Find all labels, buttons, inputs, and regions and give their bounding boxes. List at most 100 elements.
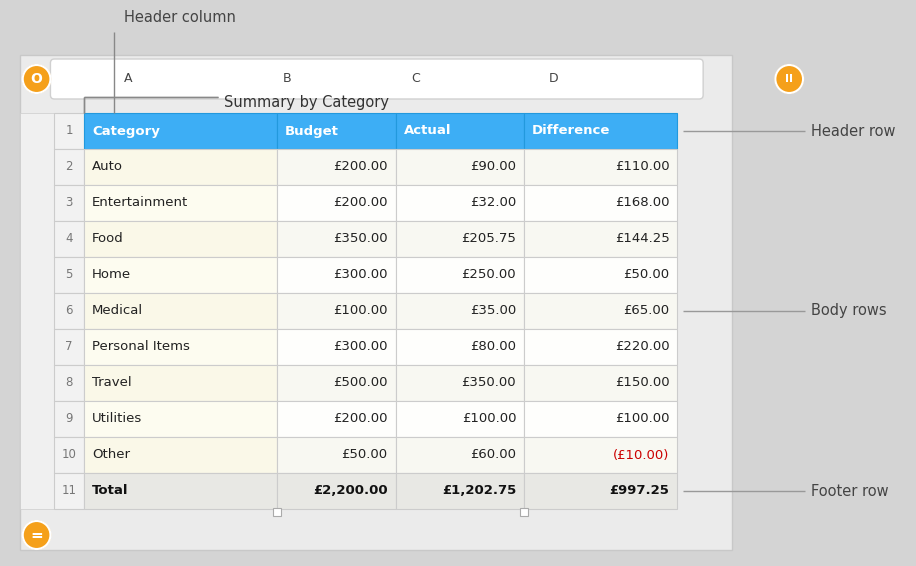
Text: £220.00: £220.00 xyxy=(615,341,670,354)
Bar xyxy=(396,293,524,329)
Text: Home: Home xyxy=(92,268,131,281)
Text: Auto: Auto xyxy=(92,161,123,174)
Text: £32.00: £32.00 xyxy=(470,196,517,209)
Bar xyxy=(524,473,678,509)
Text: 2: 2 xyxy=(65,161,73,174)
Bar xyxy=(277,221,396,257)
Bar xyxy=(20,113,54,509)
Bar xyxy=(84,293,277,329)
Text: 8: 8 xyxy=(66,376,73,389)
Text: £200.00: £200.00 xyxy=(333,196,387,209)
Text: £205.75: £205.75 xyxy=(462,233,517,246)
Text: £200.00: £200.00 xyxy=(333,161,387,174)
Text: Header row: Header row xyxy=(811,123,896,139)
Text: £80.00: £80.00 xyxy=(470,341,517,354)
Bar xyxy=(84,329,277,365)
Bar xyxy=(396,437,524,473)
Bar xyxy=(54,437,84,473)
Text: £200.00: £200.00 xyxy=(333,413,387,426)
Text: £100.00: £100.00 xyxy=(615,413,670,426)
Text: £100.00: £100.00 xyxy=(333,305,387,318)
Text: £100.00: £100.00 xyxy=(462,413,517,426)
Text: 6: 6 xyxy=(65,305,73,318)
Text: Category: Category xyxy=(92,125,160,138)
Bar xyxy=(524,257,678,293)
Text: O: O xyxy=(30,72,42,86)
Bar xyxy=(54,293,84,329)
Bar xyxy=(524,401,678,437)
Text: £1,202.75: £1,202.75 xyxy=(442,484,517,498)
Text: =: = xyxy=(30,528,43,542)
Text: C: C xyxy=(411,72,420,85)
Bar xyxy=(273,508,281,516)
Text: Utilities: Utilities xyxy=(92,413,142,426)
Bar xyxy=(524,365,678,401)
Bar xyxy=(396,473,524,509)
Text: 5: 5 xyxy=(66,268,73,281)
Text: Actual: Actual xyxy=(404,125,451,138)
Text: £144.25: £144.25 xyxy=(615,233,670,246)
Bar xyxy=(84,437,277,473)
Bar xyxy=(277,293,396,329)
Bar xyxy=(84,221,277,257)
Bar xyxy=(524,329,678,365)
Bar xyxy=(84,113,277,149)
Text: 4: 4 xyxy=(65,233,73,246)
Text: £500.00: £500.00 xyxy=(333,376,387,389)
Text: Total: Total xyxy=(92,484,128,498)
Circle shape xyxy=(775,65,803,93)
Text: £300.00: £300.00 xyxy=(333,268,387,281)
Text: Food: Food xyxy=(92,233,124,246)
Text: £997.25: £997.25 xyxy=(610,484,670,498)
Bar xyxy=(84,149,277,185)
Bar xyxy=(84,365,277,401)
Bar xyxy=(277,401,396,437)
Bar xyxy=(524,437,678,473)
Text: Body rows: Body rows xyxy=(811,303,887,319)
Bar xyxy=(396,113,524,149)
Bar xyxy=(54,329,84,365)
Bar xyxy=(54,365,84,401)
Text: £90.00: £90.00 xyxy=(470,161,517,174)
Text: 7: 7 xyxy=(65,341,73,354)
Bar xyxy=(524,221,678,257)
Text: Medical: Medical xyxy=(92,305,143,318)
Bar xyxy=(54,185,84,221)
Text: 10: 10 xyxy=(61,448,77,461)
Text: 3: 3 xyxy=(66,196,73,209)
Bar xyxy=(277,473,396,509)
Text: £300.00: £300.00 xyxy=(333,341,387,354)
Text: £250.00: £250.00 xyxy=(462,268,517,281)
Text: Budget: Budget xyxy=(285,125,339,138)
Text: (£10.00): (£10.00) xyxy=(613,448,670,461)
Bar xyxy=(524,293,678,329)
Text: £350.00: £350.00 xyxy=(462,376,517,389)
Bar xyxy=(54,473,84,509)
Bar xyxy=(277,185,396,221)
Text: B: B xyxy=(282,72,291,85)
Text: Footer row: Footer row xyxy=(811,483,889,499)
Text: £150.00: £150.00 xyxy=(615,376,670,389)
Text: 1: 1 xyxy=(65,125,73,138)
Text: £60.00: £60.00 xyxy=(470,448,517,461)
Bar xyxy=(277,257,396,293)
FancyBboxPatch shape xyxy=(50,59,703,99)
Text: Other: Other xyxy=(92,448,130,461)
Text: Personal Items: Personal Items xyxy=(92,341,190,354)
Text: £110.00: £110.00 xyxy=(615,161,670,174)
Bar xyxy=(524,185,678,221)
Text: A: A xyxy=(125,72,133,85)
Bar xyxy=(277,365,396,401)
Text: II: II xyxy=(785,74,793,84)
Bar xyxy=(524,113,678,149)
Bar xyxy=(396,149,524,185)
Text: Difference: Difference xyxy=(532,125,610,138)
Bar xyxy=(396,365,524,401)
Bar xyxy=(277,149,396,185)
Bar xyxy=(396,329,524,365)
Circle shape xyxy=(23,65,50,93)
Text: £35.00: £35.00 xyxy=(470,305,517,318)
Text: £2,200.00: £2,200.00 xyxy=(313,484,387,498)
Bar xyxy=(84,473,277,509)
Bar xyxy=(396,185,524,221)
